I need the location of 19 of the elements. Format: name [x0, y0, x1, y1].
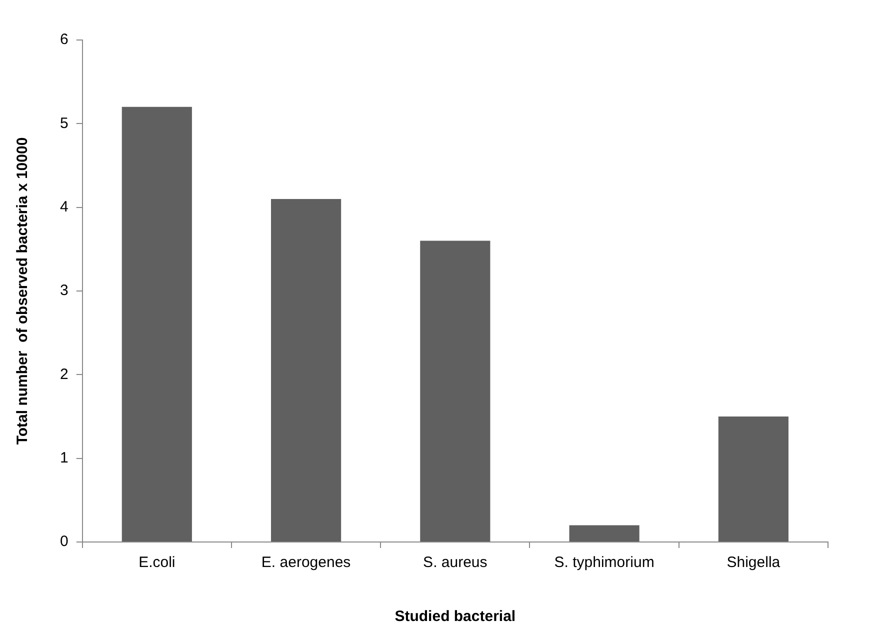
y-axis-title: Total number of observed bacteria x 10000	[14, 137, 32, 445]
x-tick-label: E. aerogenes	[261, 554, 351, 572]
y-tick-label: 3	[60, 282, 68, 300]
x-axis-title: Studied bacterial	[394, 608, 516, 626]
bar	[122, 106, 192, 542]
y-tick-label: 0	[60, 533, 68, 550]
y-tick-label: 6	[60, 31, 68, 48]
x-tick-label: S. aureus	[423, 554, 488, 572]
x-tick-label: Shigella	[726, 554, 781, 572]
bar	[569, 525, 640, 542]
bar	[420, 240, 490, 542]
x-tick-label: E.coli	[138, 554, 176, 572]
x-tick-label: S. typhimorium	[554, 554, 654, 572]
bar	[718, 416, 788, 542]
bar	[270, 198, 342, 542]
y-tick-label: 5	[60, 114, 68, 132]
y-tick-label: 2	[60, 366, 68, 383]
y-tick-label: 1	[60, 449, 68, 466]
y-tick-label: 4	[60, 198, 68, 216]
